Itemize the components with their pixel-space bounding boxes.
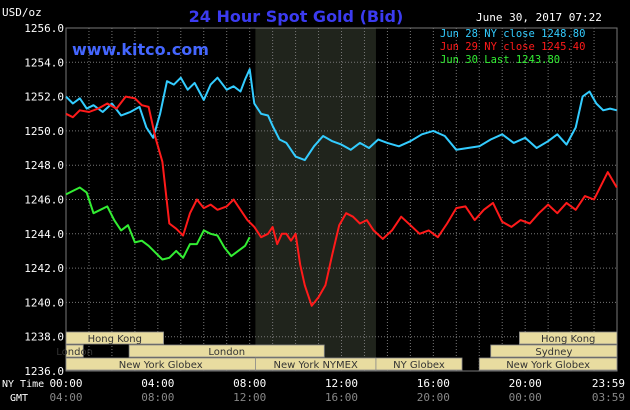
session-label: Hong Kong: [541, 334, 595, 345]
y-tick-label: 1236.0: [24, 365, 64, 378]
y-tick-label: 1238.0: [24, 331, 64, 344]
x-tick-label-ny: 00:00: [49, 377, 82, 390]
y-tick-label: 1246.0: [24, 194, 64, 207]
x-axis-tick-labels: 00:00 04:00 08:00 12:00 16:00 20:00 23:5904:00…: [49, 377, 625, 404]
session-label: Sydney: [535, 347, 572, 358]
y-tick-label: 1252.0: [24, 91, 64, 104]
y-unit-label: USD/oz: [2, 6, 42, 19]
x-tick-label-ny: 12:00: [325, 377, 358, 390]
y-tick-label: 1254.0: [24, 56, 64, 69]
x-tick-label-ny: 20:00: [509, 377, 542, 390]
x-tick-label-ny: 23:59: [592, 377, 625, 390]
x-tick-label-gmt: 08:00: [141, 391, 174, 404]
session-label: London: [208, 347, 245, 358]
x-tick-label-ny: 16:00: [417, 377, 450, 390]
y-tick-label: 1250.0: [24, 125, 64, 138]
session-bar: [375, 357, 463, 371]
session-bar: [128, 344, 325, 358]
x-tick-label-ny: 04:00: [141, 377, 174, 390]
session-label: New York Globex: [119, 360, 203, 371]
session-label: NY Globex: [393, 360, 445, 371]
y-axis-tick-labels: 1256.0 1254.0 1252.0 1250.0 1248.0 1246.0 1244…: [24, 22, 64, 378]
x-axis-row-label-ny: NY Time: [2, 379, 44, 390]
legend-jun30: Jun 30 Last 1243.80: [440, 54, 560, 66]
y-tick-label: 1240.0: [24, 296, 64, 309]
y-tick-label: 1248.0: [24, 159, 64, 172]
session-bar: [519, 331, 618, 345]
watermark: www.kitco.com: [72, 40, 209, 59]
legend: Jun 28 NY close 1248.80 Jun 29 NY close …: [440, 28, 585, 66]
series-line-jun28: [65, 68, 618, 162]
y-tick-label: 1242.0: [24, 262, 64, 275]
session-bar: [65, 344, 84, 358]
x-tick-label-gmt: 16:00: [325, 391, 358, 404]
session-label: New York NYMEX: [273, 360, 358, 371]
x-tick-label-ny: 08:00: [233, 377, 266, 390]
session-bar: [478, 357, 618, 371]
session-label: London: [56, 347, 93, 358]
legend-jun29: Jun 29 NY close 1245.40: [440, 41, 585, 53]
series-line-jun29: [65, 95, 618, 307]
chart-title: 24 Hour Spot Gold (Bid): [189, 7, 404, 26]
legend-jun28: Jun 28 NY close 1248.80: [440, 28, 585, 40]
price-series: [65, 68, 618, 307]
y-tick-label: 1244.0: [24, 228, 64, 241]
trading-sessions: Hong Kong London London New York Globex New …: [56, 331, 618, 371]
timestamp: June 30, 2017 07:22: [476, 11, 602, 24]
x-axis-row-label-gmt: GMT: [10, 393, 28, 404]
y-tick-label: 1256.0: [24, 22, 64, 35]
x-tick-label-gmt: 03:59: [592, 391, 625, 404]
plot-frame: [65, 27, 618, 372]
series-line-jun30: [65, 186, 251, 261]
x-tick-label-gmt: 20:00: [417, 391, 450, 404]
session-label: Hong Kong: [88, 334, 142, 345]
x-tick-label-gmt: 04:00: [49, 391, 82, 404]
session-bar: [65, 331, 164, 345]
x-tick-label-gmt: 00:00: [509, 391, 542, 404]
session-bar: [490, 344, 618, 358]
x-tick-label-gmt: 12:00: [233, 391, 266, 404]
session-label: New York Globex: [506, 360, 590, 371]
